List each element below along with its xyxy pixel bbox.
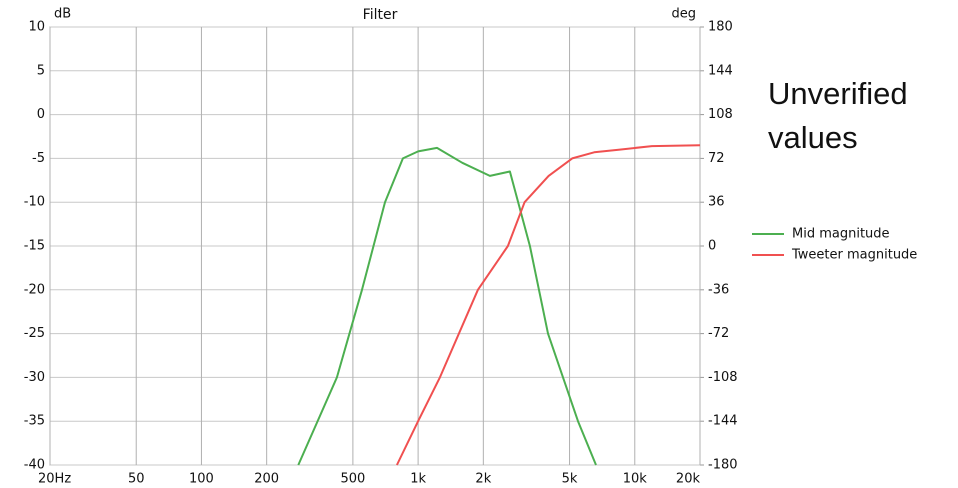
y-tick-label: -35	[24, 414, 45, 429]
x-tick-label: 50	[128, 472, 145, 487]
y-tick-label: -40	[24, 458, 45, 473]
x-tick-label: 5k	[562, 472, 578, 487]
legend-label: Mid magnitude	[792, 227, 890, 242]
y2-tick-label: -72	[708, 326, 729, 341]
annotation: Unverified values	[768, 76, 908, 155]
y2-tick-label: 36	[708, 195, 725, 210]
y2-tick-label: -180	[708, 458, 738, 473]
x-tick-label: 100	[189, 472, 214, 487]
series-line	[297, 146, 597, 466]
y2-tick-label: 108	[708, 107, 733, 122]
chart-title: Filter	[363, 7, 398, 23]
y2-tick-label: -144	[708, 414, 738, 429]
x-tick-label: 1k	[410, 472, 426, 487]
y2-tick-label: 144	[708, 63, 733, 78]
x-tick-label: 2k	[475, 472, 491, 487]
y2-tick-label: -36	[708, 282, 729, 297]
y-tick-label: -15	[24, 239, 45, 254]
x-tick-label: 20k	[676, 472, 701, 487]
y-tick-label: -25	[24, 326, 45, 341]
y-axis-label: dB	[54, 7, 71, 22]
x-tick-label: 20Hz	[38, 472, 71, 487]
x-tick-label: 500	[340, 472, 365, 487]
y-tick-label: 10	[28, 20, 45, 35]
y2-tick-label: 72	[708, 151, 725, 166]
y2-axis-label: deg	[671, 7, 696, 22]
y-tick-label: -30	[24, 370, 45, 385]
legend-label: Tweeter magnitude	[791, 248, 917, 263]
y-tick-label: 5	[37, 63, 45, 78]
y-tick-label: -20	[24, 282, 45, 297]
y2-tick-label: 180	[708, 20, 733, 35]
y-tick-label: 0	[37, 107, 45, 122]
x-tick-label: 200	[254, 472, 279, 487]
y-tick-label: -5	[32, 151, 45, 166]
y-tick-label: -10	[24, 195, 45, 210]
x-tick-label: 10k	[623, 472, 648, 487]
series-line	[395, 144, 701, 466]
y2-tick-label: 0	[708, 239, 716, 254]
y2-tick-label: -108	[708, 370, 738, 385]
